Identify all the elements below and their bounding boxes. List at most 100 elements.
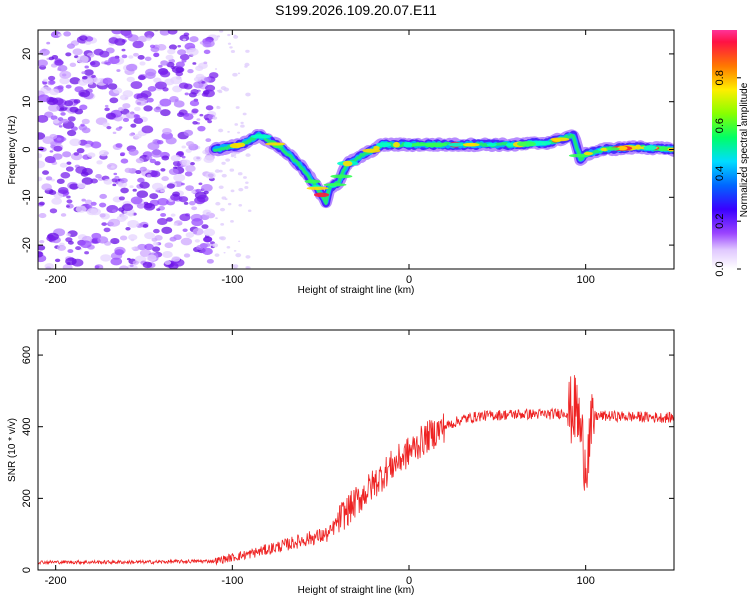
spectrogram-noise-blob — [187, 69, 194, 74]
spectrogram-noise-blob — [56, 178, 65, 184]
spectrogram-ylabel: Frequency (Hz) — [7, 116, 18, 185]
spectrogram-noise-blob — [144, 232, 155, 240]
spectrogram-noise-blob — [131, 246, 136, 250]
spectrogram-noise-blob — [177, 49, 187, 56]
spectrogram-noise-blob — [203, 190, 209, 195]
colorbar-label: Normalized spectral amplitude — [739, 82, 750, 217]
spectrogram-noise-blob — [125, 226, 131, 231]
chart-title: S199.2026.109.20.07.E11 — [275, 2, 437, 18]
spectrogram-noise-blob — [135, 157, 144, 164]
spectrogram-noise-blob — [137, 55, 145, 60]
spectrogram-noise-blob — [159, 70, 171, 78]
spectrogram-noise-blob — [214, 68, 218, 70]
spectrogram-noise-blob — [137, 177, 145, 183]
spectrogram-noise-blob — [75, 246, 82, 251]
spectrogram-noise-blob — [143, 105, 153, 112]
spectrogram-noise-blob — [192, 227, 204, 236]
spectrogram-noise-blob — [57, 186, 69, 195]
spectrogram-noise-blob — [59, 77, 70, 85]
spectrogram-noise-blob — [57, 65, 68, 72]
colorbar-gradient — [712, 30, 737, 269]
spectrogram-noise-blob — [218, 185, 224, 189]
spectrogram-noise-blob — [218, 128, 224, 133]
spectrogram-hotspot — [552, 138, 562, 142]
snr-ylabel: SNR (10 * v/v) — [7, 418, 18, 482]
spectrogram-noise-blob — [49, 208, 58, 214]
spectrogram-noise-blob — [205, 105, 214, 111]
spectrogram-noise-blob — [230, 189, 235, 193]
spectrogram-noise-blob — [99, 193, 107, 200]
spectrogram-noise-blob — [202, 90, 210, 95]
spectrogram-noise-blob — [38, 201, 45, 206]
spectrogram-noise-blob — [204, 243, 211, 247]
spectrogram-noise-blob — [81, 75, 88, 80]
spectrogram-ytick-label: -10 — [21, 189, 33, 205]
spectrogram-noise-blob — [64, 100, 74, 107]
spectrogram-hotspot — [330, 174, 353, 179]
spectrogram-noise-blob — [244, 186, 249, 189]
spectrogram-noise-blob — [38, 132, 46, 140]
spectrogram-noise-blob — [227, 33, 231, 37]
spectrogram-hotspot — [517, 141, 536, 147]
spectrogram-noise-blob — [65, 52, 72, 57]
spectrogram-noise-blob — [172, 160, 182, 167]
snr-series-line — [38, 375, 674, 566]
spectrogram-noise-blob — [79, 35, 88, 41]
spectrogram-noise-blob — [156, 208, 161, 211]
spectrogram-marks — [38, 30, 674, 269]
spectrogram-noise-blob — [199, 113, 204, 117]
spectrogram-noise-blob — [181, 59, 187, 63]
spectrogram-noise-blob — [146, 97, 154, 103]
spectrogram-noise-blob — [44, 263, 55, 269]
snr-marks — [38, 375, 674, 566]
spectrogram-hotspot — [462, 143, 476, 147]
spectrogram-hotspot — [306, 186, 329, 191]
spectrogram-noise-blob — [137, 75, 146, 81]
spectrogram-noise-blob — [41, 183, 52, 191]
spectrogram-noise-blob — [147, 85, 157, 92]
spectrogram-noise-blob — [139, 181, 150, 189]
spectrogram-noise-blob — [120, 187, 129, 194]
spectrogram-noise-blob — [162, 127, 172, 135]
spectrogram-noise-blob — [99, 213, 106, 218]
spectrogram-noise-blob — [38, 59, 48, 67]
spectrogram-noise-blob — [53, 145, 63, 152]
spectrogram-noise-blob — [98, 149, 109, 157]
spectrogram-noise-blob — [149, 158, 156, 164]
spectrogram-noise-blob — [166, 217, 173, 222]
spectrogram-noise-blob — [84, 65, 89, 69]
spectrogram-noise-blob — [218, 90, 223, 94]
spectrogram-noise-blob — [172, 191, 180, 197]
spectrogram-noise-blob — [119, 177, 128, 184]
spectrogram-noise-blob — [94, 265, 100, 269]
spectrogram-noise-blob — [212, 116, 218, 120]
spectrogram-noise-blob — [85, 199, 93, 205]
spectrogram-noise-blob — [149, 193, 159, 200]
spectrogram-noise-blob — [48, 190, 57, 196]
spectrogram-noise-blob — [38, 94, 50, 103]
spectrogram-noise-blob — [181, 155, 186, 159]
spectrogram-noise-blob — [182, 38, 187, 41]
spectrogram-noise-blob — [81, 71, 86, 75]
spectrogram-noise-blob — [202, 247, 213, 255]
spectrogram-noise-blob — [84, 143, 91, 149]
spectrogram-noise-blob — [57, 85, 64, 90]
spectrogram-noise-blob — [110, 238, 120, 245]
spectrogram-noise-blob — [237, 172, 243, 176]
spectrogram-noise-blob — [234, 156, 237, 158]
spectrogram-noise-blob — [165, 137, 177, 145]
spectrogram-noise-blob — [122, 203, 134, 211]
spectrogram-noise-blob — [121, 54, 128, 59]
spectrogram-noise-blob — [90, 141, 102, 149]
spectrogram-noise-blob — [66, 205, 70, 208]
spectrogram-noise-blob — [122, 103, 131, 109]
spectrogram-noise-blob — [103, 178, 113, 185]
spectrogram-noise-blob — [69, 183, 79, 190]
spectrogram-noise-blob — [193, 76, 202, 82]
spectrogram-noise-blob — [179, 53, 190, 61]
spectrogram-noise-blob — [107, 83, 118, 90]
spectrogram-noise-blob — [171, 255, 181, 262]
spectrogram-noise-blob — [108, 56, 120, 65]
spectrogram-noise-blob — [225, 158, 231, 162]
spectrogram-noise-blob — [179, 34, 190, 42]
